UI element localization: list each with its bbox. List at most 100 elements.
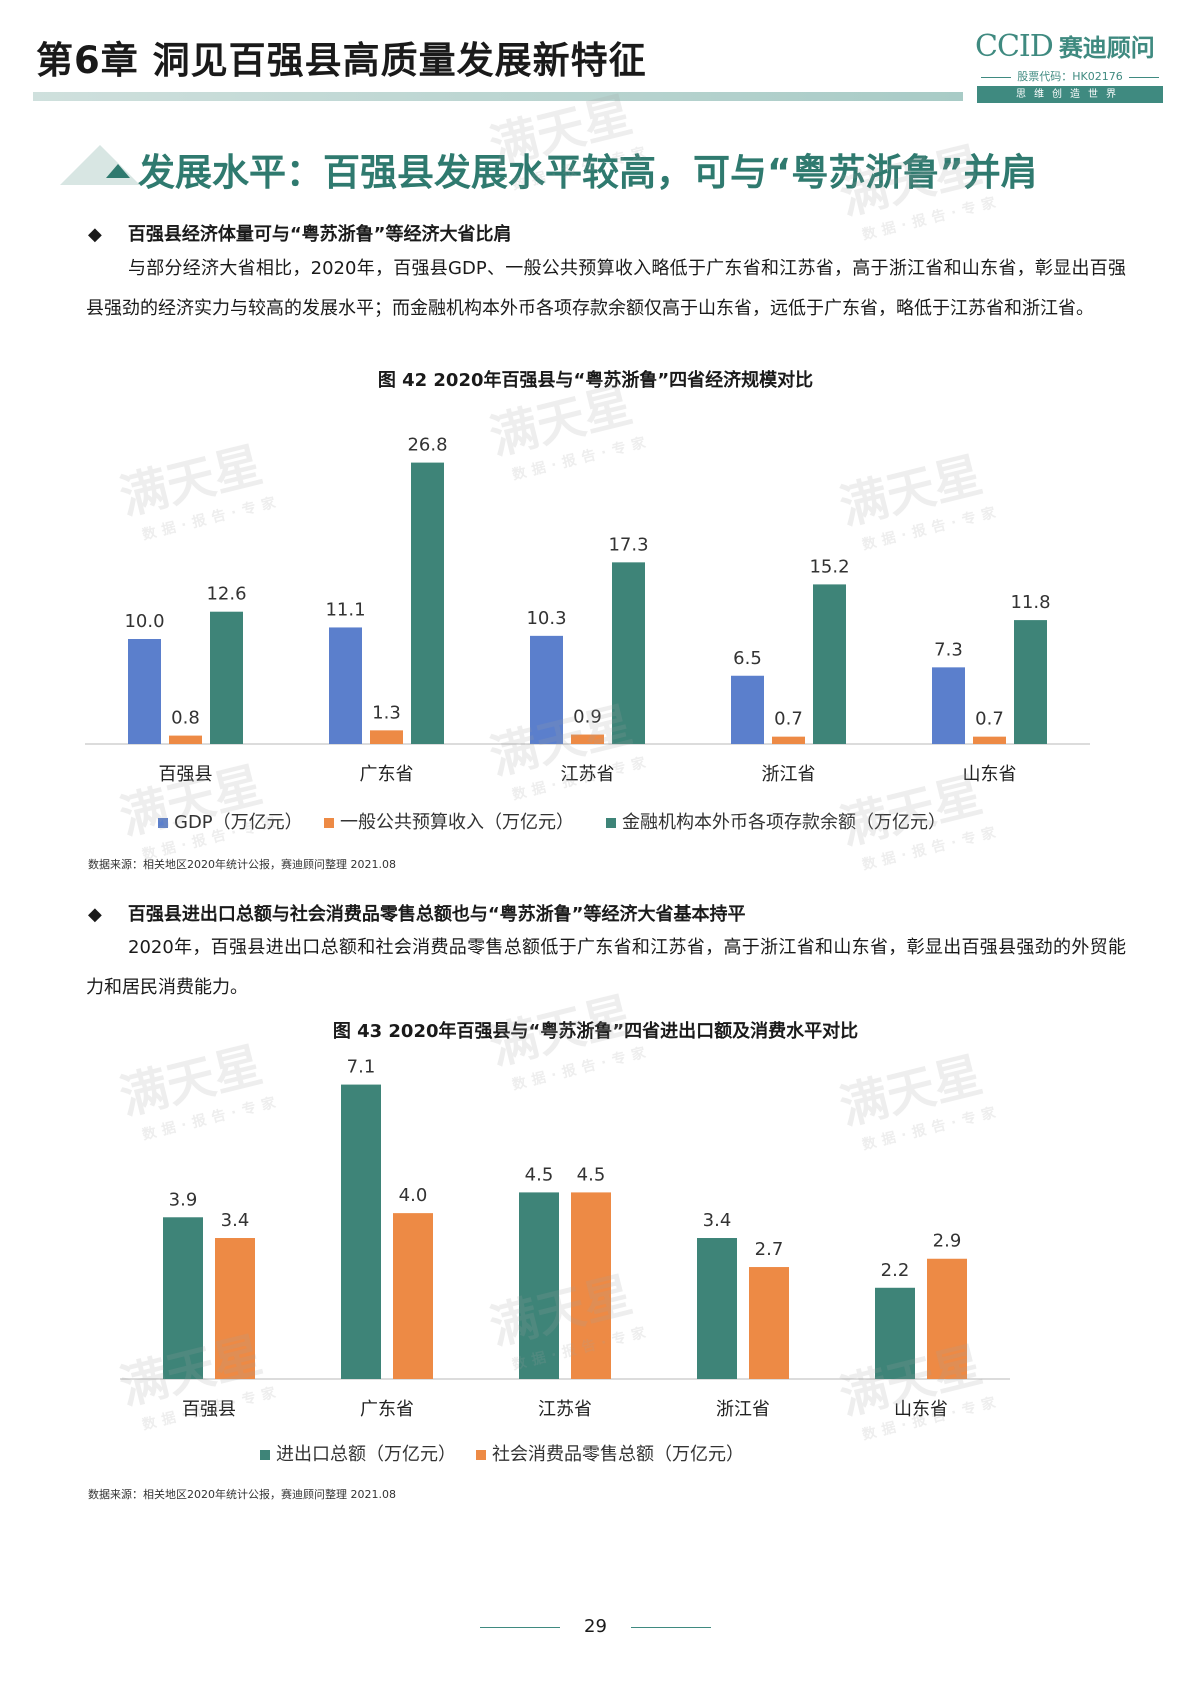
bar xyxy=(813,584,846,744)
block2-heading-row: ◆ 百强县进出口总额与社会消费品零售总额也与“粤苏浙鲁”等经济大省基本持平 xyxy=(88,900,746,926)
data-label: 3.4 xyxy=(703,1210,732,1231)
category-label: 山东省 xyxy=(963,764,1017,785)
data-label: 4.0 xyxy=(399,1185,428,1206)
figure43-source: 数据来源：相关地区2020年统计公报，赛迪顾问整理 2021.08 xyxy=(88,1488,396,1501)
legend-item: 进出口总额（万亿元） xyxy=(260,1444,456,1465)
logo-slogan: 思维创造世界 xyxy=(977,86,1163,103)
data-label: 15.2 xyxy=(809,556,849,577)
bar xyxy=(215,1238,255,1379)
block2-heading: 百强县进出口总额与社会消费品零售总额也与“粤苏浙鲁”等经济大省基本持平 xyxy=(127,904,746,925)
data-label: 2.9 xyxy=(933,1231,962,1252)
stock-code: 股票代码：HK02176 xyxy=(975,68,1165,84)
bar xyxy=(210,611,243,744)
bar xyxy=(772,736,805,744)
category-label: 江苏省 xyxy=(538,1399,592,1420)
category-label: 浙江省 xyxy=(762,764,816,785)
data-label: 10.0 xyxy=(124,611,164,632)
bar xyxy=(370,730,403,744)
block2-paragraph: 2020年，百强县进出口总额和社会消费品零售总额低于广东省和江苏省，高于浙江省和… xyxy=(86,937,1126,998)
data-label: 1.3 xyxy=(372,702,401,723)
section-triangle-accent-icon xyxy=(106,164,130,178)
diamond-bullet-icon: ◆ xyxy=(88,904,102,925)
legend-swatch xyxy=(606,818,616,828)
data-label: 0.9 xyxy=(573,707,602,728)
legend-item: 社会消费品零售总额（万亿元） xyxy=(476,1444,744,1465)
bar xyxy=(973,736,1006,744)
figure43-title: 图 43 2020年百强县与“粤苏浙鲁”四省进出口额及消费水平对比 xyxy=(332,1021,859,1042)
bar xyxy=(163,1217,203,1379)
logo-en: CCID xyxy=(975,29,1054,64)
data-label: 2.2 xyxy=(881,1260,910,1281)
legend-label: 进出口总额（万亿元） xyxy=(276,1444,456,1465)
data-label: 3.4 xyxy=(221,1210,250,1231)
bar xyxy=(519,1192,559,1379)
legend-swatch xyxy=(324,818,334,828)
legend-swatch xyxy=(476,1450,486,1460)
company-logo: CCID 赛迪顾问 股票代码：HK02176 思维创造世界 xyxy=(975,28,1165,104)
legend-label: 一般公共预算收入（万亿元） xyxy=(340,812,574,833)
bar xyxy=(927,1258,967,1379)
data-label: 0.7 xyxy=(975,709,1004,730)
legend-label: GDP（万亿元） xyxy=(174,812,303,833)
bar xyxy=(128,639,161,744)
category-label: 江苏省 xyxy=(561,764,615,785)
data-label: 7.3 xyxy=(934,639,963,660)
page-number: 29 xyxy=(584,1616,607,1637)
legend-item: 一般公共预算收入（万亿元） xyxy=(324,812,574,833)
section-title: 发展水平：百强县发展水平较高，可与“粤苏浙鲁”并肩 xyxy=(138,151,1038,194)
footer-line-left xyxy=(480,1626,561,1628)
legend-item: GDP（万亿元） xyxy=(158,812,303,833)
data-label: 0.8 xyxy=(171,708,200,729)
data-label: 3.9 xyxy=(169,1189,198,1210)
data-label: 10.3 xyxy=(526,608,566,629)
bar xyxy=(329,627,362,744)
chart-figure43: 3.9 3.4 百强县 7.1 4.0 广东省 4.5 4.5 江苏省 3.4 2.7 浙江省 2.2 2… xyxy=(120,1057,1010,1465)
figure42-source: 数据来源：相关地区2020年统计公报，赛迪顾问整理 2021.08 xyxy=(88,858,396,871)
data-label: 7.1 xyxy=(347,1057,376,1078)
category-label: 山东省 xyxy=(894,1399,948,1420)
bar xyxy=(731,675,764,744)
bar xyxy=(571,1192,611,1379)
bar xyxy=(169,735,202,744)
bar xyxy=(749,1267,789,1379)
category-label: 广东省 xyxy=(360,764,414,785)
bar xyxy=(411,462,444,744)
block1-paragraph: 与部分经济大省相比，2020年，百强县GDP、一般公共预算收入略低于广东省和江苏… xyxy=(86,258,1126,319)
bar xyxy=(612,562,645,744)
legend-label: 金融机构本外币各项存款余额（万亿元） xyxy=(622,812,946,833)
diamond-bullet-icon: ◆ xyxy=(88,224,102,245)
legend-swatch xyxy=(158,818,168,828)
bar xyxy=(393,1213,433,1379)
data-label: 17.3 xyxy=(608,534,648,555)
data-label: 11.1 xyxy=(325,599,365,620)
bar xyxy=(875,1287,915,1379)
data-label: 4.5 xyxy=(577,1164,606,1185)
data-label: 0.7 xyxy=(774,709,803,730)
legend-swatch xyxy=(260,1450,270,1460)
category-label: 广东省 xyxy=(360,1399,414,1420)
data-label: 12.6 xyxy=(206,584,246,605)
data-label: 26.8 xyxy=(407,435,447,456)
bar xyxy=(530,635,563,744)
logo-cn: 赛迪顾问 xyxy=(1058,33,1155,62)
legend-label: 社会消费品零售总额（万亿元） xyxy=(492,1444,744,1465)
block1-heading: 百强县经济体量可与“粤苏浙鲁”等经济大省比肩 xyxy=(127,224,512,245)
bar xyxy=(932,667,965,744)
footer-line-right xyxy=(630,1626,711,1628)
data-label: 4.5 xyxy=(525,1164,554,1185)
category-label: 百强县 xyxy=(159,764,213,785)
data-label: 2.7 xyxy=(755,1239,784,1260)
block1-heading-row: ◆ 百强县经济体量可与“粤苏浙鲁”等经济大省比肩 xyxy=(88,220,512,246)
bar xyxy=(1014,620,1047,744)
bar xyxy=(341,1084,381,1379)
figure42-title: 图 42 2020年百强县与“粤苏浙鲁”四省经济规模对比 xyxy=(377,370,814,391)
bar xyxy=(571,734,604,744)
chart-figure42: 10.0 0.8 12.6 百强县 11.1 1.3 26.8 广东省 10.3 0.9 17.3 江… xyxy=(85,435,1090,833)
page-footer: 29 xyxy=(0,1616,1191,1637)
legend-item: 金融机构本外币各项存款余额（万亿元） xyxy=(606,812,946,833)
bar xyxy=(697,1238,737,1379)
category-label: 百强县 xyxy=(182,1399,236,1420)
header-divider xyxy=(33,92,963,101)
category-label: 浙江省 xyxy=(716,1399,770,1420)
chapter-title: 第6章 洞见百强县高质量发展新特征 xyxy=(36,39,647,82)
